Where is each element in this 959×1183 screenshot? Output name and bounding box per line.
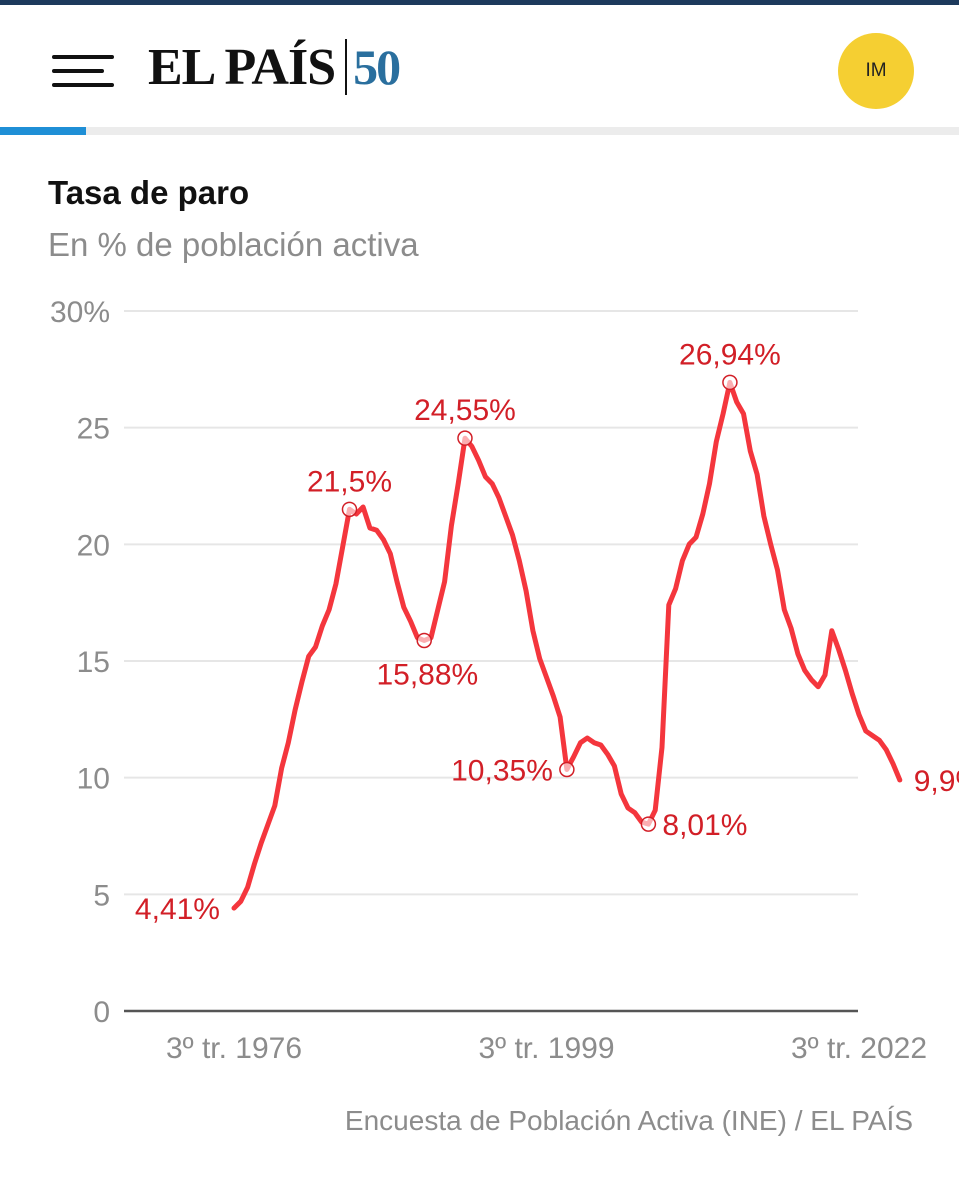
reading-progress-bar (0, 127, 959, 135)
data-label: 9,9% (914, 765, 959, 798)
point-marker (341, 501, 358, 518)
y-tick-label: 0 (93, 996, 110, 1029)
y-tick-label: 5 (93, 879, 110, 912)
y-tick-label: 15 (77, 646, 110, 679)
reading-progress-fill (0, 127, 87, 135)
chart-title: Tasa de paro (48, 174, 250, 211)
data-label: 15,88% (376, 658, 478, 691)
point-marker (559, 761, 575, 778)
chart-annotations: 4,41% 21,5% 15,88% 24,55% 10,35% 8,01% 26,94% 9… (135, 338, 959, 926)
y-tick-label: 10 (77, 763, 110, 796)
chart-subtitle: En % de población activa (48, 226, 419, 263)
x-tick-label: 3º tr. 2022 (791, 1032, 927, 1065)
chart-series (231, 379, 903, 911)
y-tick-label: 30% (50, 296, 110, 329)
data-label: 8,01% (662, 809, 747, 842)
data-label: 24,55% (414, 394, 516, 427)
y-tick-label: 25 (77, 413, 110, 446)
series-line (231, 379, 903, 911)
data-label: 21,5% (307, 465, 392, 498)
point-marker (640, 816, 657, 832)
site-header: EL PAÍS 50 IM (0, 5, 959, 125)
point-marker (416, 632, 432, 649)
point-marker (722, 374, 738, 391)
logo-divider (345, 39, 348, 95)
y-axis-ticks: 0 5 10 15 20 25 30% (50, 296, 110, 1029)
x-tick-label: 3º tr. 1976 (166, 1032, 302, 1065)
point-marker (457, 430, 473, 446)
anniversary-badge: 50 (353, 39, 401, 95)
x-tick-label: 3º tr. 1999 (478, 1032, 614, 1065)
data-label: 26,94% (679, 338, 781, 371)
data-label: 10,35% (451, 755, 553, 788)
x-axis-ticks: 3º tr. 1976 3º tr. 1999 3º tr. 2022 (166, 1032, 927, 1065)
user-avatar[interactable]: IM (838, 33, 914, 109)
chart-source: Encuesta de Población Activa (INE) / EL … (344, 1105, 913, 1136)
site-logo[interactable]: EL PAÍS 50 (148, 35, 401, 99)
y-tick-label: 20 (77, 529, 110, 562)
menu-icon[interactable] (52, 55, 114, 89)
logo-text: EL PAÍS (148, 38, 336, 96)
data-label: 4,41% (135, 893, 220, 926)
top-accent-line (0, 0, 959, 5)
